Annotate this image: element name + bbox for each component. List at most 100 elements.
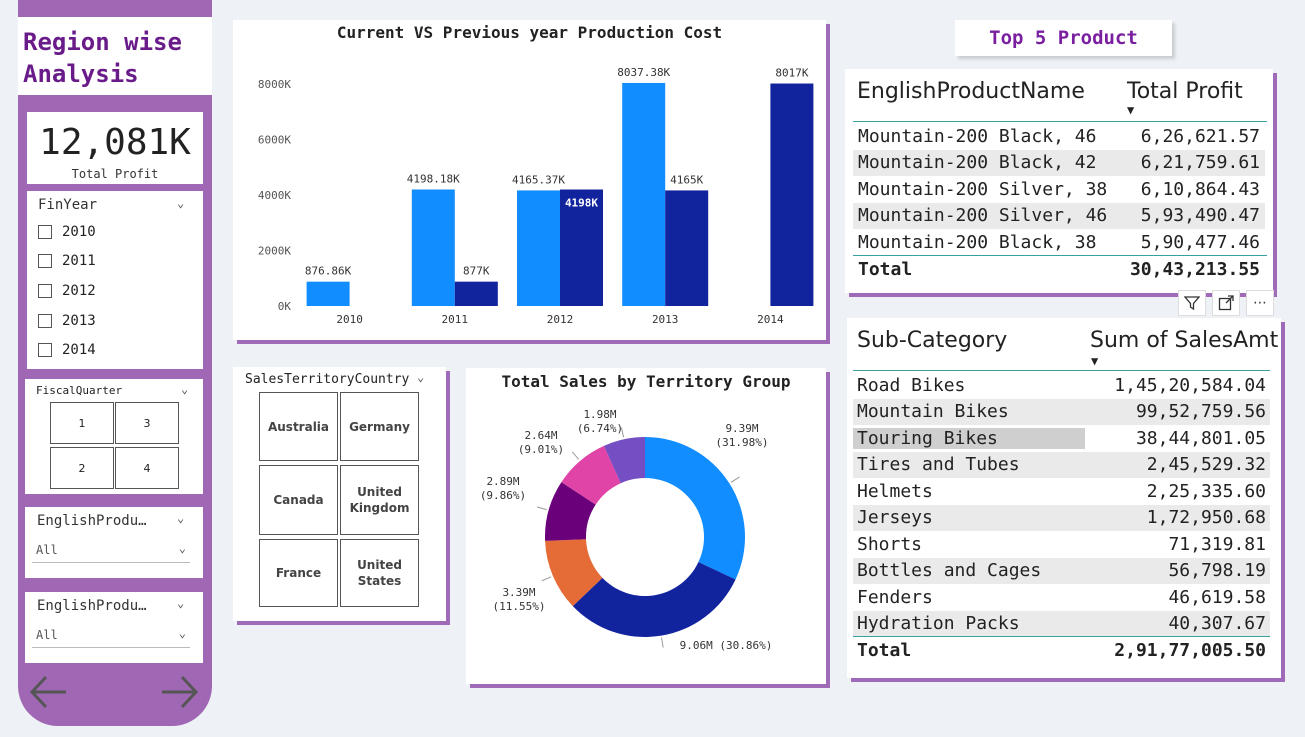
subcategory-sales-table: Sub-Category Sum of SalesAmt ▼ Road Bike… xyxy=(847,318,1281,678)
chevron-down-icon[interactable]: ⌄ xyxy=(417,370,425,384)
country-tile[interactable]: France xyxy=(259,539,338,607)
donut-slice[interactable] xyxy=(645,437,745,580)
table-row[interactable]: Mountain-200 Silver, 46 5,93,490.47 xyxy=(853,202,1265,229)
quarter-tile[interactable]: 2 xyxy=(50,447,114,489)
finyear-slicer: FinYear ⌄ 2010 2011 2012 2013 2014 xyxy=(27,191,203,369)
product-slicer-title: EnglishProdu… xyxy=(37,598,147,614)
donut-slice[interactable] xyxy=(603,437,645,484)
finyear-option[interactable]: 2010 xyxy=(38,222,96,242)
quarter-tile[interactable]: 4 xyxy=(115,447,179,489)
slice-percent: (9.86%) xyxy=(480,489,526,502)
finyear-option[interactable]: 2014 xyxy=(38,340,96,360)
table-row[interactable]: Jerseys 1,72,950.68 xyxy=(853,504,1270,531)
table-row[interactable]: Mountain Bikes 99,52,759.56 xyxy=(853,398,1270,425)
table-row[interactable]: Mountain-200 Black, 42 6,21,759.61 xyxy=(853,149,1265,176)
product-name-cell: Mountain-200 Black, 38 xyxy=(858,231,1097,253)
finyear-option[interactable]: 2013 xyxy=(38,311,96,331)
checkbox[interactable] xyxy=(38,284,52,298)
chevron-down-icon[interactable]: ⌄ xyxy=(177,596,185,610)
header-divider xyxy=(853,121,1267,122)
table-row[interactable]: Mountain-200 Silver, 38 6,10,864.43 xyxy=(853,176,1265,203)
checkbox[interactable] xyxy=(38,254,52,268)
bar[interactable] xyxy=(622,82,666,306)
bar[interactable] xyxy=(665,190,709,306)
country-tile[interactable]: Australia xyxy=(259,392,338,461)
slice-label: 9.06M (30.86%) xyxy=(680,639,773,652)
donut-slice[interactable] xyxy=(545,539,603,607)
country-tile[interactable]: United States xyxy=(340,539,419,607)
arrow-right-icon[interactable] xyxy=(158,672,200,712)
bar[interactable] xyxy=(454,281,498,306)
chevron-down-icon[interactable]: ⌄ xyxy=(181,382,189,396)
column-header-profit[interactable]: Total Profit xyxy=(1127,79,1243,104)
bar[interactable] xyxy=(560,189,603,306)
total-row: Total 2,91,77,005.50 xyxy=(853,637,1270,664)
data-label: 876.86K xyxy=(305,265,352,278)
page-title-line-2: Analysis xyxy=(23,60,139,88)
y-tick-label: 4000K xyxy=(258,189,291,202)
y-tick-label: 8000K xyxy=(258,78,291,91)
top5-product-button[interactable]: Top 5 Product xyxy=(955,20,1172,56)
donut-slice[interactable] xyxy=(572,562,736,637)
table-row[interactable]: Hydration Packs 40,307.67 xyxy=(853,610,1270,637)
sort-desc-icon[interactable]: ▼ xyxy=(1091,354,1099,368)
table-row[interactable]: Shorts 71,319.81 xyxy=(853,531,1270,558)
data-label: 4165K xyxy=(670,173,703,186)
total-value: 30,43,213.55 xyxy=(1129,258,1260,280)
leader-line xyxy=(620,427,625,438)
sales-cell: 40,307.67 xyxy=(1168,613,1266,635)
table-row[interactable]: Fenders 46,619.58 xyxy=(853,584,1270,611)
subcategory-cell: Bottles and Cages xyxy=(857,560,1042,582)
checkbox[interactable] xyxy=(38,343,52,357)
country-tile[interactable]: Germany xyxy=(340,392,419,461)
x-tick-label: 2012 xyxy=(547,313,574,326)
subcategory-cell: Mountain Bikes xyxy=(857,401,1009,423)
subcategory-cell: Jerseys xyxy=(857,507,933,529)
checkbox[interactable] xyxy=(38,314,52,328)
finyear-option-label: 2012 xyxy=(62,283,96,299)
donut-slice[interactable] xyxy=(561,445,621,505)
more-options-icon[interactable]: ⋯ xyxy=(1246,290,1274,316)
bar[interactable] xyxy=(770,83,814,306)
finyear-option-label: 2011 xyxy=(62,253,96,269)
table-row[interactable]: Bottles and Cages 56,798.19 xyxy=(853,557,1270,584)
territory-sales-donut: Total Sales by Territory Group 9.39M (31.… xyxy=(466,368,826,684)
column-header-subcategory[interactable]: Sub-Category xyxy=(857,328,1008,353)
table-row[interactable]: Mountain-200 Black, 46 6,26,621.57 xyxy=(853,123,1265,150)
quarter-tile[interactable]: 3 xyxy=(115,402,179,444)
product-name-cell: Mountain-200 Silver, 38 xyxy=(858,178,1108,200)
x-tick-label: 2010 xyxy=(336,313,363,326)
donut-slice[interactable] xyxy=(545,482,596,541)
dropdown-value: All xyxy=(36,628,58,642)
country-tile[interactable]: Canada xyxy=(259,465,338,535)
table-row[interactable]: Mountain-200 Black, 38 5,90,477.46 xyxy=(853,229,1265,256)
checkbox[interactable] xyxy=(38,225,52,239)
chevron-down-icon[interactable]: ⌄ xyxy=(177,196,185,210)
profit-cell: 6,21,759.61 xyxy=(1140,152,1260,174)
table-row[interactable]: Tires and Tubes 2,45,529.32 xyxy=(853,451,1270,478)
region-title-box xyxy=(18,17,212,95)
subcategory-cell: Road Bikes xyxy=(857,374,966,396)
bar[interactable] xyxy=(517,190,560,306)
product-dropdown[interactable]: All ⌄ xyxy=(32,539,190,563)
slice-label: 9.39M xyxy=(725,422,758,435)
quarter-tile[interactable]: 1 xyxy=(50,402,114,444)
product-slicer-1: EnglishProdu… ⌄ All ⌄ xyxy=(25,507,203,578)
column-header-product[interactable]: EnglishProductName xyxy=(857,79,1085,104)
sort-desc-icon[interactable]: ▼ xyxy=(1127,103,1135,117)
column-header-sales[interactable]: Sum of SalesAmt xyxy=(1090,328,1279,353)
bar[interactable] xyxy=(411,189,455,306)
finyear-option[interactable]: 2012 xyxy=(38,281,96,301)
table-row[interactable]: Helmets 2,25,335.60 xyxy=(853,478,1270,505)
chevron-down-icon[interactable]: ⌄ xyxy=(177,511,185,525)
table-row[interactable]: Touring Bikes 38,44,801.05 xyxy=(853,425,1270,452)
bar[interactable] xyxy=(306,281,350,306)
finyear-option[interactable]: 2011 xyxy=(38,251,96,271)
country-tile[interactable]: United Kingdom xyxy=(340,465,419,535)
table-row[interactable]: Road Bikes 1,45,20,584.04 xyxy=(853,372,1270,399)
donut-chart: 9.39M(31.98%) 9.06M (30.86%) 3.39M(11.55%)… xyxy=(480,408,773,652)
filter-icon[interactable] xyxy=(1178,290,1206,316)
focus-mode-icon[interactable] xyxy=(1212,290,1240,316)
arrow-left-icon[interactable] xyxy=(28,672,70,712)
product-dropdown[interactable]: All ⌄ xyxy=(32,624,190,648)
